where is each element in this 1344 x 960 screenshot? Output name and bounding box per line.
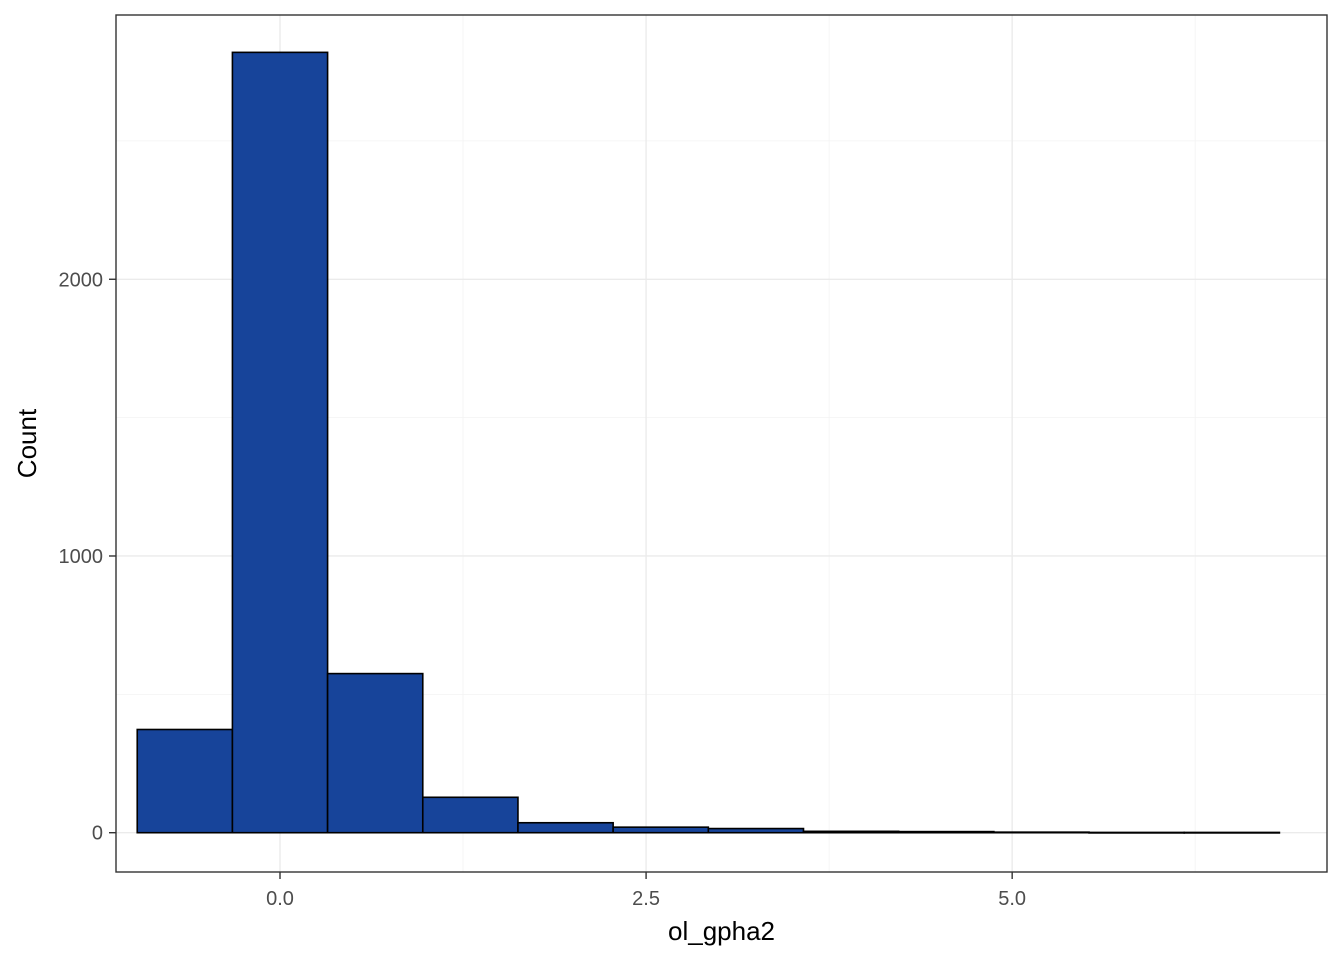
histogram-bar-2: [326, 672, 424, 834]
histogram-bar-4: [517, 821, 614, 834]
x-tick-label: 5.0: [998, 888, 1026, 910]
histogram-bar-9: [993, 831, 1090, 834]
histogram-bar-8: [897, 830, 995, 834]
y-tick-label: 1000: [59, 546, 104, 568]
y-axis: 0 1000 2000: [59, 269, 116, 845]
histogram-bar-6: [707, 827, 805, 834]
histogram-bar-0: [136, 728, 234, 834]
x-tick-label: 2.5: [632, 888, 660, 910]
y-axis-title: Count: [12, 408, 42, 478]
x-tick-label: 0.0: [266, 888, 294, 910]
histogram-bar-10: [1088, 831, 1186, 834]
histogram-bar-7: [802, 830, 900, 834]
x-axis: 0.0 2.5 5.0: [266, 872, 1026, 910]
histogram-bar-1: [231, 51, 329, 834]
histogram-bar-11: [1183, 831, 1281, 834]
y-tick-label: 2000: [59, 269, 104, 291]
histogram-bars: [136, 51, 1281, 834]
y-tick-label: 0: [92, 823, 103, 845]
histogram-bar-5: [612, 826, 710, 834]
x-axis-title: ol_gpha2: [668, 916, 775, 946]
histogram-bar-3: [421, 796, 519, 834]
panel-border: [115, 14, 1328, 873]
